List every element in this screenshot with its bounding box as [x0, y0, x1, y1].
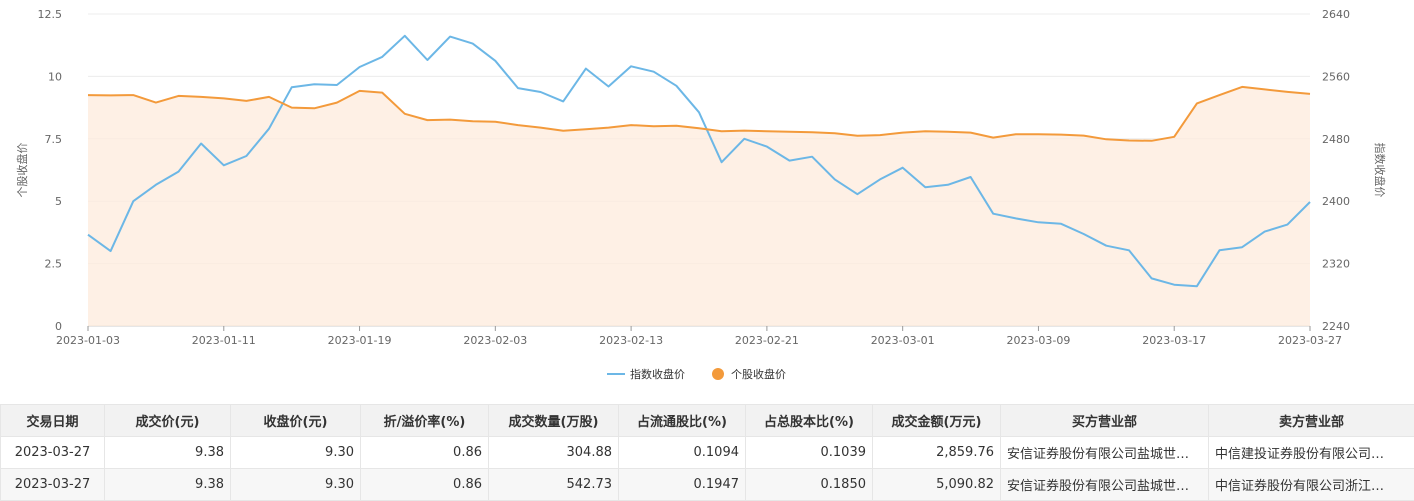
cell-seller[interactable]: 中信建投证券股份有限公司…	[1209, 437, 1414, 469]
cell-volume: 304.88	[489, 437, 619, 469]
header-total-ratio: 占总股本比(%)	[746, 405, 873, 437]
line-chart-svg: 0 2.5 5 7.5 10 12.5 2240 2320 2400 2480 2560 2640 个股…	[0, 0, 1414, 400]
header-premium-rate: 折/溢价率(%)	[361, 405, 489, 437]
cell-float-ratio: 0.1094	[619, 437, 746, 469]
y-left-tick-label: 0	[55, 320, 62, 333]
y-right-tick-label: 2480	[1322, 133, 1350, 146]
table-header-row: 交易日期 成交价(元) 收盘价(元) 折/溢价率(%) 成交数量(万股) 占流通…	[1, 405, 1414, 437]
cell-trade-date: 2023-03-27	[1, 437, 105, 469]
x-tick-label: 2023-03-01	[871, 334, 935, 347]
cell-total-ratio: 0.1039	[746, 437, 873, 469]
cell-close-price: 9.30	[231, 437, 361, 469]
y-right-tick-label: 2320	[1322, 258, 1350, 271]
cell-amount: 2,859.76	[873, 437, 1001, 469]
x-tick-label: 2023-02-03	[463, 334, 527, 347]
cell-premium-rate: 0.86	[361, 437, 489, 469]
header-amount: 成交金额(万元)	[873, 405, 1001, 437]
y-right-axis-title: 指数收盘价	[1373, 143, 1387, 198]
cell-trade-price: 9.38	[105, 437, 231, 469]
header-volume: 成交数量(万股)	[489, 405, 619, 437]
x-tick-label: 2023-02-13	[599, 334, 663, 347]
x-tick-label: 2023-03-09	[1006, 334, 1070, 347]
price-chart: 0 2.5 5 7.5 10 12.5 2240 2320 2400 2480 2560 2640 个股…	[0, 0, 1414, 400]
cell-volume: 542.73	[489, 469, 619, 501]
x-tick-label: 2023-01-19	[328, 334, 392, 347]
cell-buyer[interactable]: 安信证券股份有限公司盐城世…	[1001, 469, 1209, 501]
legend-stock-label: 个股收盘价	[731, 367, 786, 381]
y-left-tick-label: 2.5	[45, 258, 63, 271]
legend-index-label: 指数收盘价	[630, 367, 685, 381]
y-right-tick-label: 2400	[1322, 195, 1350, 208]
legend-stock-swatch	[712, 368, 724, 380]
block-trade-table: 交易日期 成交价(元) 收盘价(元) 折/溢价率(%) 成交数量(万股) 占流通…	[0, 404, 1414, 501]
header-trade-price: 成交价(元)	[105, 405, 231, 437]
header-float-ratio: 占流通股比(%)	[619, 405, 746, 437]
x-tick-label: 2023-03-27	[1278, 334, 1342, 347]
cell-total-ratio: 0.1850	[746, 469, 873, 501]
y-left-tick-label: 5	[55, 195, 62, 208]
y-left-tick-label: 7.5	[45, 133, 63, 146]
x-tick-label: 2023-03-17	[1142, 334, 1206, 347]
cell-buyer[interactable]: 安信证券股份有限公司盐城世…	[1001, 437, 1209, 469]
y-left-tick-label: 12.5	[38, 8, 63, 21]
cell-seller[interactable]: 中信证券股份有限公司浙江…	[1209, 469, 1414, 501]
y-right-tick-label: 2240	[1322, 320, 1350, 333]
header-trade-date: 交易日期	[1, 405, 105, 437]
cell-premium-rate: 0.86	[361, 469, 489, 501]
cell-close-price: 9.30	[231, 469, 361, 501]
x-tick-label: 2023-01-03	[56, 334, 120, 347]
table-row: 2023-03-27 9.38 9.30 0.86 304.88 0.1094 …	[1, 437, 1414, 469]
cell-float-ratio: 0.1947	[619, 469, 746, 501]
x-tick-label: 2023-01-11	[192, 334, 256, 347]
y-left-axis-title: 个股收盘价	[15, 143, 29, 198]
header-close-price: 收盘价(元)	[231, 405, 361, 437]
header-buyer: 买方营业部	[1001, 405, 1209, 437]
y-right-tick-label: 2640	[1322, 8, 1350, 21]
table-row: 2023-03-27 9.38 9.30 0.86 542.73 0.1947 …	[1, 469, 1414, 501]
cell-amount: 5,090.82	[873, 469, 1001, 501]
x-tick-label: 2023-02-21	[735, 334, 799, 347]
y-left-tick-label: 10	[48, 70, 62, 83]
cell-trade-price: 9.38	[105, 469, 231, 501]
header-seller: 卖方营业部	[1209, 405, 1414, 437]
cell-trade-date: 2023-03-27	[1, 469, 105, 501]
y-right-tick-label: 2560	[1322, 70, 1350, 83]
